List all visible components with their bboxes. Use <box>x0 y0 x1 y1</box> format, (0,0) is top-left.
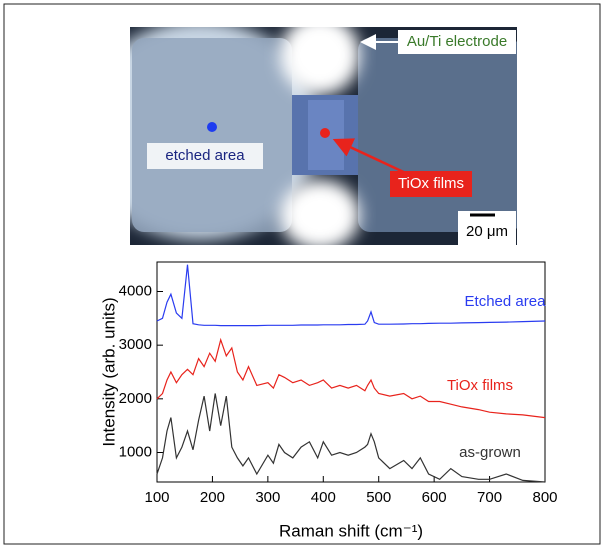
electrode-label: Au/Ti electrode <box>407 33 507 50</box>
frame <box>3 3 601 545</box>
series-label: as-grown <box>459 444 521 461</box>
micrograph: Au/Ti electrode etched area TiOx films 2… <box>130 27 517 245</box>
series-line <box>156 264 546 327</box>
series-line <box>156 337 546 419</box>
x-axis-label: Raman shift (cm⁻¹) <box>279 521 423 540</box>
films-label: TiOx films <box>398 175 464 192</box>
scale-label: 20 μm <box>466 223 508 240</box>
y-tick-label: 2000 <box>119 390 152 407</box>
x-tick-label: 800 <box>532 489 557 506</box>
y-tick-label: 4000 <box>119 282 152 299</box>
etched-label: etched area <box>165 147 245 164</box>
x-tick-label: 400 <box>311 489 336 506</box>
x-tick-label: 300 <box>255 489 280 506</box>
y-tick-label: 1000 <box>119 443 152 460</box>
x-tick-label: 500 <box>366 489 391 506</box>
x-tick-label: 600 <box>422 489 447 506</box>
series-label: Etched area <box>465 293 547 310</box>
x-tick-label: 200 <box>200 489 225 506</box>
x-tick-label: 100 <box>144 489 169 506</box>
plot-frame <box>156 261 546 483</box>
x-tick-label: 700 <box>477 489 502 506</box>
y-tick-label: 3000 <box>119 336 152 353</box>
series-line <box>156 393 546 483</box>
series-label: TiOx films <box>447 377 513 394</box>
y-axis-label: Intensity (arb. units) <box>99 297 118 446</box>
